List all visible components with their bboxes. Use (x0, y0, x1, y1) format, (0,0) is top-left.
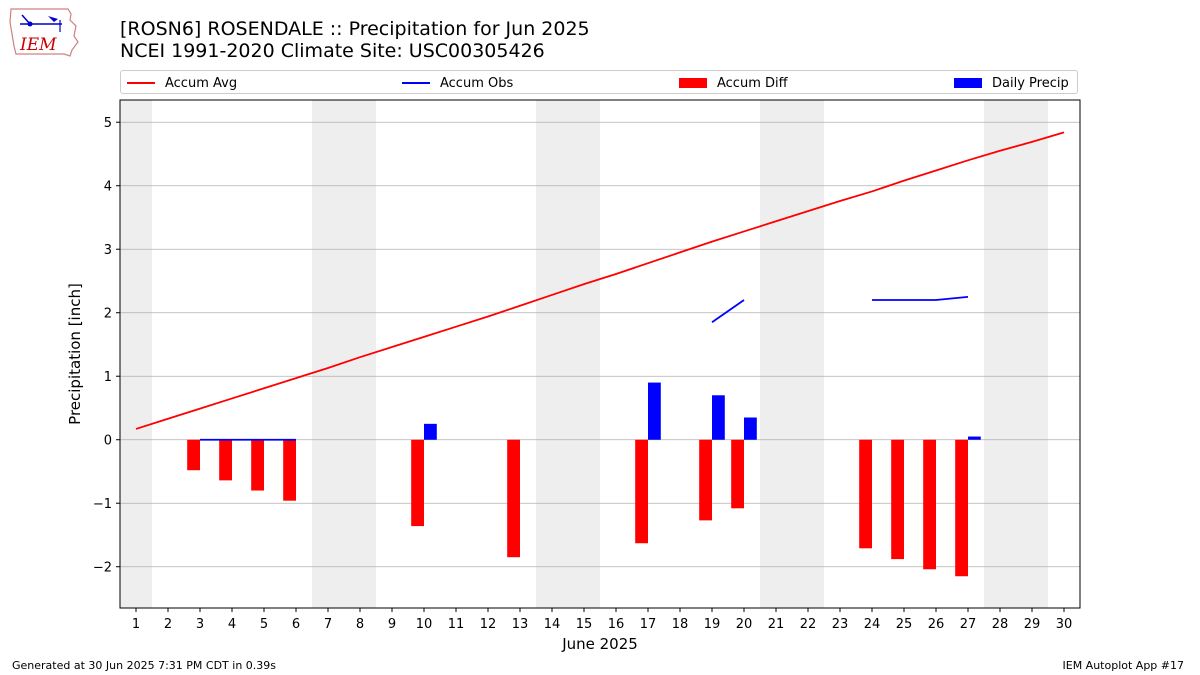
x-tick-label: 25 (896, 617, 913, 632)
x-tick-label: 27 (960, 617, 977, 632)
x-tick-label: 11 (448, 617, 465, 632)
y-tick-label: 5 (104, 116, 112, 131)
accum-diff-bar (635, 439, 648, 544)
x-tick-label: 22 (800, 617, 817, 632)
weekend-band (792, 100, 824, 608)
x-tick-label: 4 (228, 617, 236, 632)
weekend-band (120, 100, 152, 608)
x-tick-label: 30 (1056, 617, 1073, 632)
x-tick-label: 2 (164, 617, 172, 632)
iowa-map-icon: IEM (9, 8, 79, 57)
x-tick-label: 13 (512, 617, 529, 632)
svg-text:IEM: IEM (19, 35, 57, 55)
x-tick-label: 1 (132, 617, 140, 632)
accum-diff-bar (251, 439, 264, 491)
legend-item-accum-diff: Accum Diff (679, 74, 788, 92)
accum-obs-line (711, 299, 745, 323)
x-axis-label: June 2025 (561, 635, 638, 653)
daily-precip-bar (968, 436, 981, 440)
weekend-band (536, 100, 568, 608)
legend-item-accum-obs: Accum Obs (402, 74, 513, 92)
chart-subtitle: NCEI 1991-2020 Climate Site: USC00305426 (120, 40, 545, 62)
iem-logo: IEM (8, 6, 80, 60)
legend-swatch (679, 78, 707, 88)
legend-label: Accum Avg (165, 75, 238, 91)
y-tick-label: 4 (104, 180, 112, 195)
y-tick-label: 3 (104, 243, 112, 258)
y-tick-label: −1 (93, 497, 112, 512)
accum-diff-bar (731, 439, 744, 509)
x-tick-label: 7 (324, 617, 332, 632)
x-tick-label: 8 (356, 617, 364, 632)
x-tick-label: 26 (928, 617, 945, 632)
accum-diff-bar (891, 439, 904, 560)
x-tick-label: 20 (736, 617, 753, 632)
x-tick-label: 15 (576, 617, 593, 632)
accum-avg-line (135, 131, 1065, 430)
weekend-band (984, 100, 1016, 608)
legend-swatch (402, 82, 430, 84)
x-tick-label: 6 (292, 617, 300, 632)
accum-diff-bar (859, 439, 872, 549)
accum-diff-bar (955, 439, 968, 577)
y-tick-label: 2 (104, 307, 112, 322)
y-tick-label: −2 (93, 561, 112, 576)
daily-precip-bar (744, 417, 757, 440)
weekend-band (760, 100, 792, 608)
accum-diff-bar (507, 439, 520, 558)
daily-precip-bar (424, 423, 437, 440)
x-tick-label: 5 (260, 617, 268, 632)
x-tick-label: 9 (388, 617, 396, 632)
x-tick-label: 28 (992, 617, 1009, 632)
x-tick-label: 18 (672, 617, 689, 632)
footer-generated: Generated at 30 Jun 2025 7:31 PM CDT in … (12, 659, 277, 672)
x-tick-label: 12 (480, 617, 497, 632)
accum-diff-bar (283, 439, 296, 501)
y-tick-label: 0 (104, 434, 112, 449)
accum-diff-bar (219, 439, 232, 481)
legend-label: Daily Precip (992, 75, 1069, 91)
x-tick-label: 10 (416, 617, 433, 632)
x-tick-label: 29 (1024, 617, 1041, 632)
y-tick-label: 1 (104, 370, 112, 385)
legend-item-accum-avg: Accum Avg (127, 74, 237, 92)
accum-diff-bar (699, 439, 712, 521)
x-tick-label: 17 (640, 617, 657, 632)
legend-item-daily-precip: Daily Precip (954, 74, 1069, 92)
accum-obs-line (872, 295, 969, 301)
y-axis-label: Precipitation [inch] (66, 283, 84, 425)
accum-diff-bar (923, 439, 936, 570)
weekend-band (568, 100, 600, 608)
chart-title: [ROSN6] ROSENDALE :: Precipitation for J… (120, 18, 590, 40)
x-tick-label: 19 (704, 617, 721, 632)
accum-diff-bar (187, 439, 200, 471)
footer-app: IEM Autoplot App #17 (1062, 659, 1185, 672)
x-tick-label: 14 (544, 617, 561, 632)
x-tick-label: 16 (608, 617, 625, 632)
x-tick-label: 24 (864, 617, 881, 632)
legend: Accum Avg Accum Obs Accum Diff Daily Pre… (120, 70, 1078, 94)
legend-label: Accum Obs (440, 75, 514, 91)
x-tick-label: 21 (768, 617, 785, 632)
legend-swatch (127, 82, 155, 84)
x-tick-label: 3 (196, 617, 204, 632)
legend-label: Accum Diff (717, 75, 788, 91)
legend-swatch (954, 78, 982, 88)
plot-frame (119, 99, 1081, 609)
x-tick-label: 23 (832, 617, 849, 632)
daily-precip-bar (648, 382, 661, 440)
weekend-band (312, 100, 344, 608)
accum-diff-bar (411, 439, 424, 527)
daily-precip-bar (712, 395, 725, 440)
weekend-band (1016, 100, 1048, 608)
